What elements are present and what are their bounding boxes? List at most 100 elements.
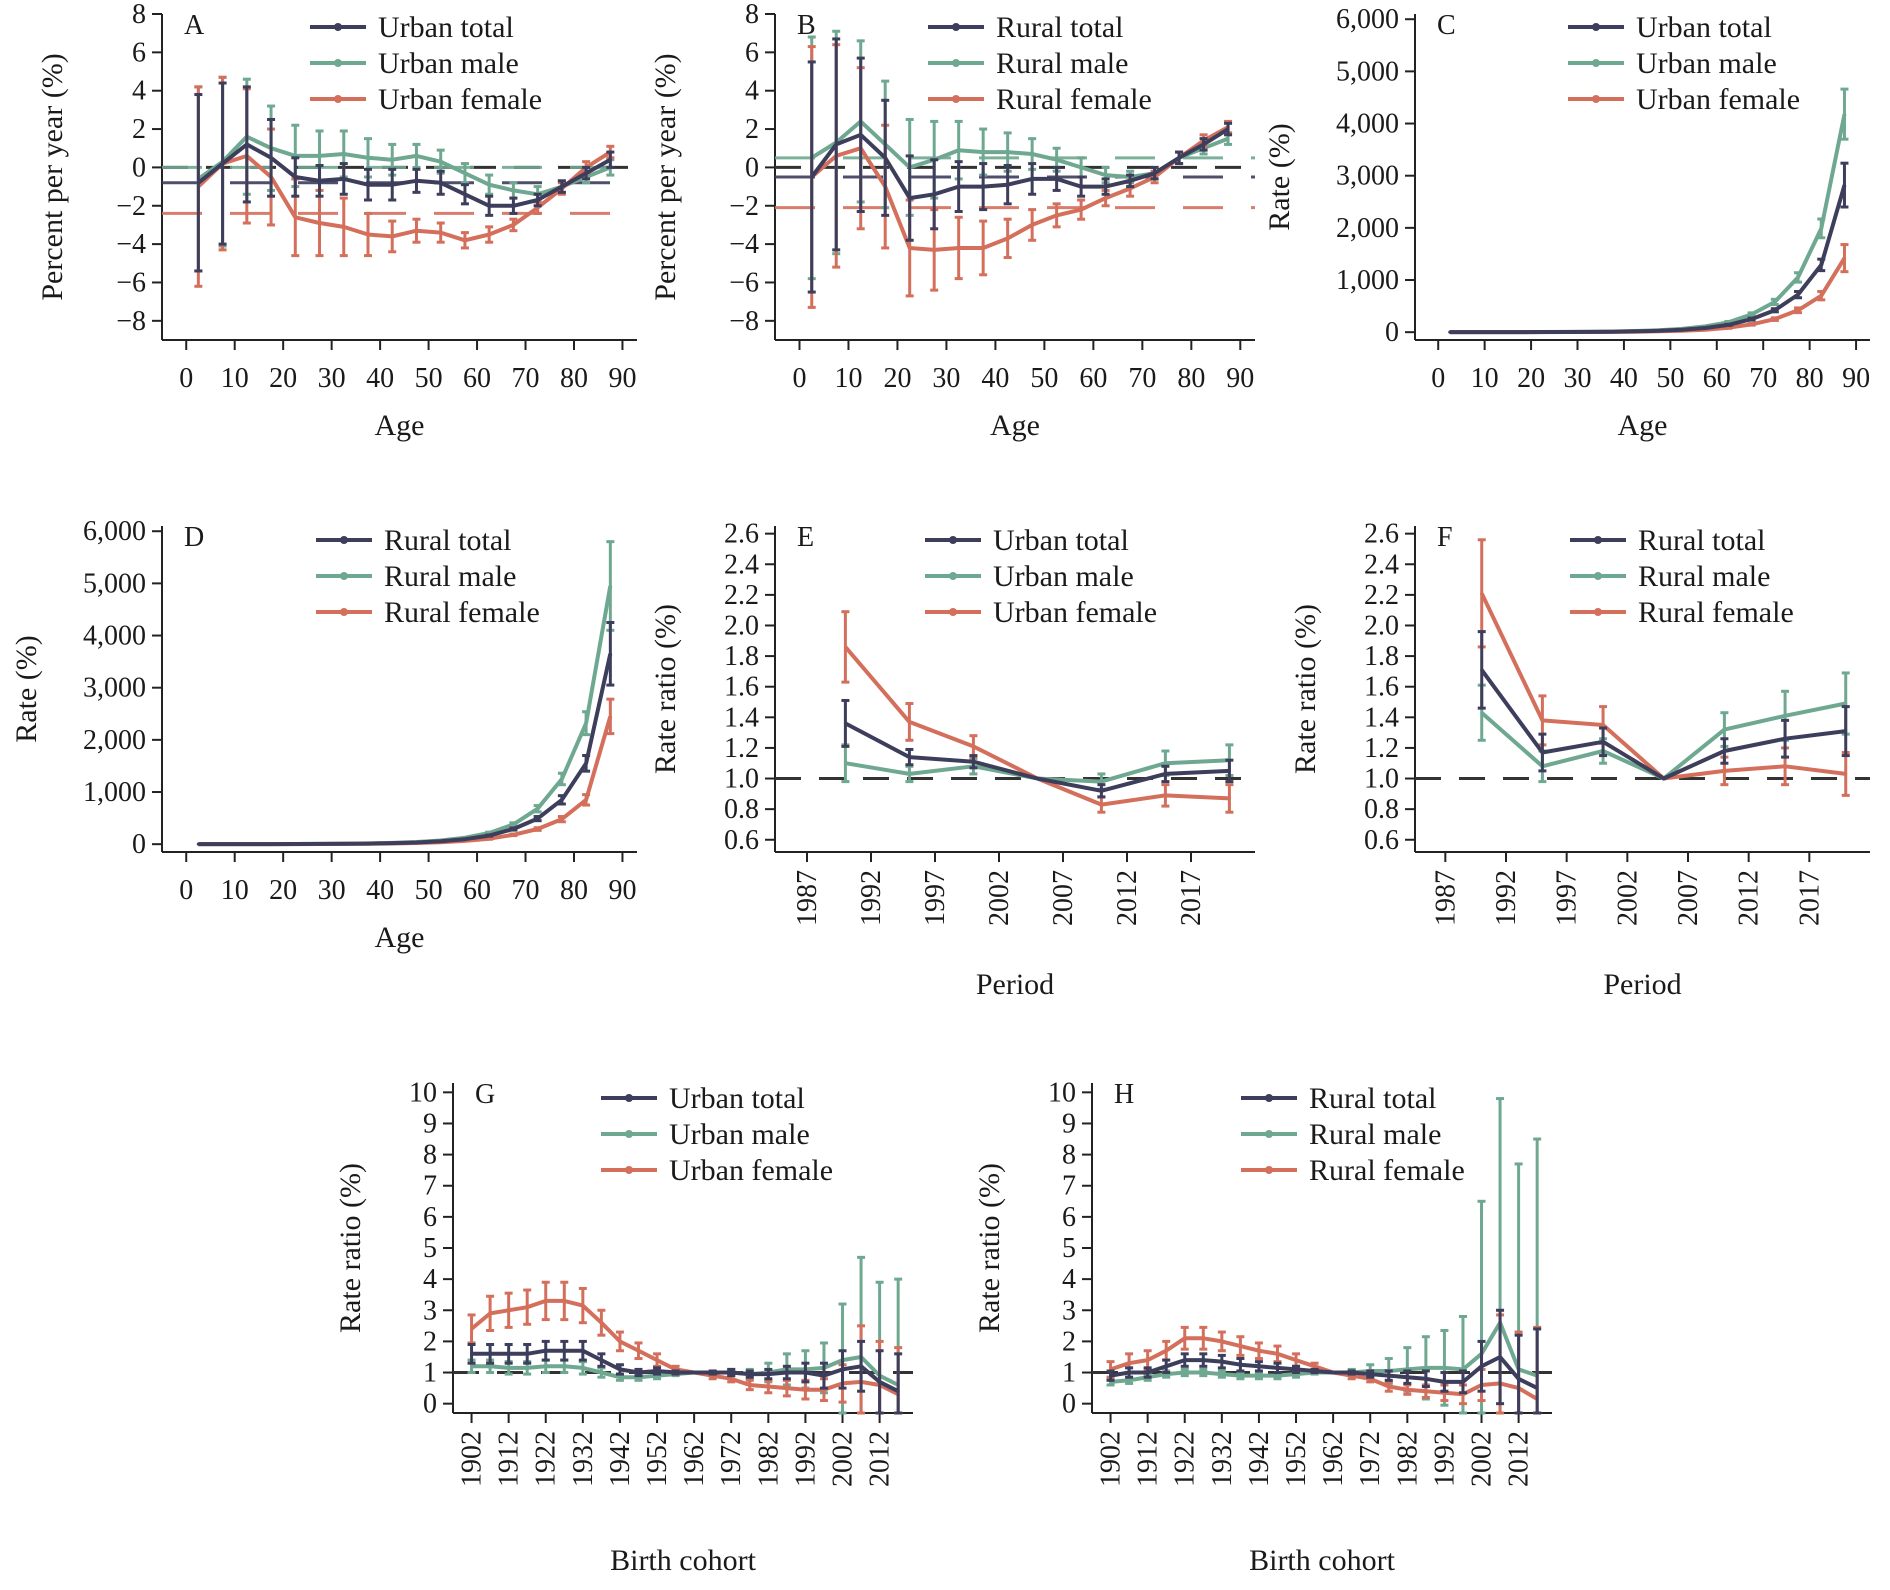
series-total: [196, 620, 615, 847]
x-tick-label: 90: [1842, 363, 1870, 394]
data-point: [1238, 1374, 1242, 1378]
legend-label: Rural female: [996, 83, 1152, 116]
data-point: [1783, 714, 1787, 718]
data-point: [1657, 329, 1661, 333]
data-point: [1842, 256, 1846, 260]
series-total: [807, 37, 1233, 294]
data-point: [507, 1366, 511, 1370]
panel-letter: A: [184, 10, 205, 41]
series-male: [1448, 87, 1849, 335]
x-tick-label: 50: [1656, 363, 1684, 394]
data-point: [785, 1371, 789, 1375]
y-tick-label: 2.0: [724, 610, 759, 641]
data-point: [859, 133, 863, 137]
data-point: [1844, 702, 1848, 706]
data-point: [1796, 293, 1800, 297]
x-tick-label: 10: [221, 875, 249, 906]
x-axis-label: Birth cohort: [1249, 1544, 1395, 1577]
x-tick-label: 2007: [1673, 870, 1704, 926]
data-point: [766, 1385, 770, 1389]
data-point: [366, 156, 370, 160]
data-point: [1601, 740, 1605, 744]
y-tick-label: 1.2: [724, 733, 759, 764]
x-tick-label: 1912: [494, 1431, 525, 1487]
legend-label: Urban male: [1636, 47, 1777, 80]
data-point: [511, 822, 515, 826]
x-tick-label: 2012: [1504, 1431, 1535, 1487]
x-axis-label: Period: [976, 968, 1054, 1001]
panel-letter: D: [184, 522, 204, 553]
data-point: [1030, 152, 1034, 156]
data-point: [318, 842, 322, 846]
series-line: [1109, 1336, 1539, 1401]
y-tick-label: 6: [745, 37, 759, 68]
data-point: [1275, 1366, 1279, 1370]
data-point: [636, 1371, 640, 1375]
data-point: [536, 198, 540, 202]
data-point: [1055, 213, 1059, 217]
data-point: [971, 760, 975, 764]
legend-label: Urban female: [1636, 83, 1800, 116]
y-axis-label: Percent per year (%): [36, 53, 69, 300]
x-tick-label: 70: [512, 875, 540, 906]
x-tick-label: 60: [1703, 363, 1731, 394]
data-point: [1424, 1366, 1428, 1370]
y-tick-label: 1.4: [724, 702, 759, 733]
legend-label: Urban male: [993, 560, 1134, 593]
data-point: [1163, 772, 1167, 776]
legend-marker: [1594, 536, 1602, 544]
data-point: [1424, 1377, 1428, 1381]
x-tick-label: 20: [1517, 363, 1545, 394]
data-point: [1006, 183, 1010, 187]
legend-marker: [949, 536, 957, 544]
legend-label: Urban female: [993, 596, 1157, 629]
data-point: [608, 652, 612, 656]
panel-letter: C: [1437, 10, 1456, 41]
y-tick-label: 9: [1062, 1108, 1076, 1139]
data-point: [584, 721, 588, 725]
series-line: [1449, 184, 1847, 335]
data-point: [908, 246, 912, 250]
data-point: [1104, 196, 1108, 200]
data-point: [608, 714, 612, 718]
data-point: [1099, 803, 1103, 807]
series-line: [810, 125, 1230, 252]
data-point: [1722, 749, 1726, 753]
data-point: [748, 1383, 752, 1387]
data-point: [1275, 1352, 1279, 1356]
legend-label: Rural total: [384, 524, 511, 557]
legend-marker: [1265, 1130, 1273, 1138]
x-tick-label: 30: [932, 363, 960, 394]
legend-marker: [952, 59, 960, 67]
series-total: [1448, 161, 1849, 335]
y-tick-label: 1.0: [724, 764, 759, 795]
data-point: [803, 1371, 807, 1375]
x-tick-label: 70: [1749, 363, 1777, 394]
data-point: [1006, 150, 1010, 154]
data-point: [269, 842, 273, 846]
x-tick-label: 10: [834, 363, 862, 394]
data-point: [487, 233, 491, 237]
data-point: [584, 171, 588, 175]
panel-d: 0 1,000 2,000 3,000 4,000 5,000 6,000 0 10 20 30 40…: [10, 516, 637, 954]
data-point: [1442, 1366, 1446, 1370]
data-point: [1773, 300, 1777, 304]
data-point: [1494, 330, 1498, 334]
data-point: [536, 827, 540, 831]
data-point: [511, 223, 515, 227]
x-tick-label: 40: [366, 875, 394, 906]
x-tick-label: 80: [1796, 363, 1824, 394]
y-axis-label: Rate (%): [10, 635, 43, 742]
legend-marker: [1265, 1166, 1273, 1174]
x-tick-label: 60: [463, 363, 491, 394]
legend-label: Rural total: [1309, 1082, 1436, 1115]
data-point: [562, 1364, 566, 1368]
data-point: [1202, 142, 1206, 146]
data-point: [366, 842, 370, 846]
data-point: [562, 1299, 566, 1303]
data-point: [1844, 729, 1848, 733]
data-point: [599, 1358, 603, 1362]
data-point: [636, 1349, 640, 1353]
